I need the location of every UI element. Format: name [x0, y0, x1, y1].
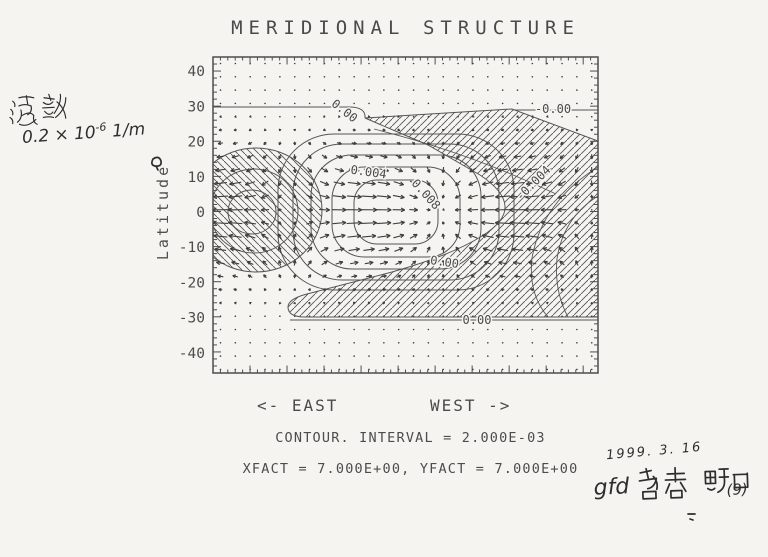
y-tick-label: 40	[188, 64, 205, 80]
zero-contour-north	[213, 106, 366, 119]
y-tick-label: -30	[179, 311, 205, 327]
x-axis-label-east: <- EAST	[257, 396, 339, 415]
handwritten-circle-mark	[151, 156, 162, 171]
chart-title: MERIDIONAL STRUCTURE	[231, 17, 580, 39]
y-tick-label: 30	[188, 99, 205, 115]
y-tick-label: 20	[188, 135, 205, 151]
signature-suffix: (9)	[726, 480, 748, 499]
contour-label: 0.00	[463, 313, 492, 327]
signature-latin: gfd	[593, 474, 631, 501]
wind-vector-arrows	[213, 62, 594, 371]
x-axis-label-west: WEST ->	[430, 396, 512, 415]
handwritten-kanji-wavenumber	[9, 93, 67, 126]
contour-label: -0.00	[535, 102, 571, 116]
y-tick-label: -20	[179, 275, 205, 291]
contour-interval-caption: CONTOUR. INTERVAL = 2.000E-03	[275, 430, 546, 446]
contour-label: 0.00	[329, 96, 360, 125]
negative-region-east	[287, 108, 598, 318]
y-tick-labels: 40 30 20 10 0 -10 -20 -30 -40	[179, 64, 205, 362]
handwritten-signature: gfd (9)	[593, 466, 749, 521]
y-tick-label: -40	[179, 346, 205, 362]
positive-contour-rings	[277, 133, 515, 291]
y-tick-label: 0	[196, 205, 205, 221]
contour-label: 0.004	[350, 163, 388, 182]
contour-label: 0.008	[409, 176, 444, 212]
y-tick-label: -10	[179, 240, 205, 256]
signature-scribble	[687, 513, 696, 521]
xfact-yfact-caption: XFACT = 7.000E+00, YFACT = 7.000E+00	[242, 461, 579, 477]
y-tick-label: 10	[188, 170, 205, 186]
contour-label: 0.00	[429, 253, 460, 271]
plot-frame-and-ticks	[212, 56, 599, 374]
